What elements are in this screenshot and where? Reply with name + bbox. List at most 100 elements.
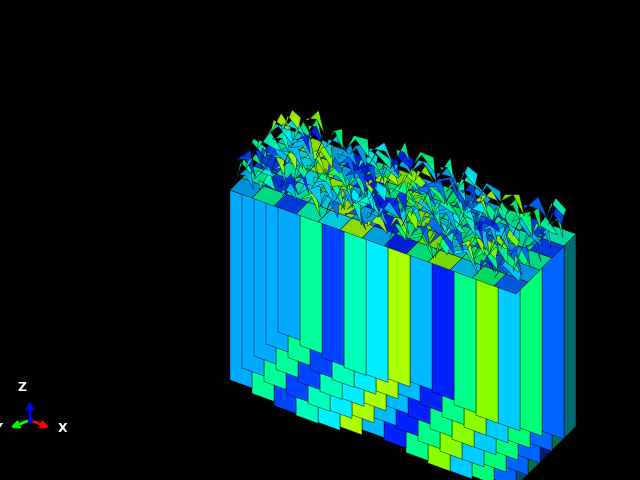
Polygon shape	[479, 223, 499, 249]
Polygon shape	[540, 258, 552, 462]
Polygon shape	[452, 226, 486, 246]
Polygon shape	[472, 266, 506, 286]
Polygon shape	[423, 179, 447, 205]
Polygon shape	[547, 198, 566, 218]
Polygon shape	[501, 229, 520, 249]
Polygon shape	[282, 180, 297, 201]
Polygon shape	[384, 246, 406, 448]
Polygon shape	[279, 142, 303, 168]
Polygon shape	[308, 190, 342, 210]
Polygon shape	[298, 170, 332, 190]
Polygon shape	[467, 201, 492, 223]
Polygon shape	[330, 198, 364, 218]
Polygon shape	[320, 178, 354, 198]
Polygon shape	[325, 200, 339, 217]
Polygon shape	[326, 157, 343, 180]
Polygon shape	[424, 205, 440, 228]
Polygon shape	[278, 130, 312, 150]
Polygon shape	[344, 166, 366, 375]
Polygon shape	[506, 274, 528, 475]
Polygon shape	[306, 110, 324, 134]
Polygon shape	[264, 174, 298, 194]
Polygon shape	[488, 226, 510, 252]
Polygon shape	[252, 186, 286, 206]
Polygon shape	[366, 162, 400, 182]
Polygon shape	[266, 142, 300, 162]
Polygon shape	[412, 193, 435, 218]
Polygon shape	[366, 174, 388, 383]
Polygon shape	[479, 212, 500, 232]
Polygon shape	[290, 139, 316, 167]
Polygon shape	[310, 158, 344, 178]
Polygon shape	[450, 258, 484, 278]
Polygon shape	[463, 228, 489, 251]
Polygon shape	[462, 258, 484, 467]
Polygon shape	[520, 230, 542, 436]
Polygon shape	[286, 182, 320, 202]
Polygon shape	[367, 212, 388, 234]
Polygon shape	[518, 250, 552, 270]
Polygon shape	[480, 190, 502, 210]
Polygon shape	[378, 200, 401, 219]
Polygon shape	[406, 178, 420, 197]
Polygon shape	[428, 250, 462, 270]
Polygon shape	[511, 246, 530, 265]
Polygon shape	[457, 216, 476, 236]
Polygon shape	[459, 166, 477, 186]
Polygon shape	[413, 152, 435, 173]
Polygon shape	[310, 170, 332, 378]
Polygon shape	[244, 154, 268, 171]
Polygon shape	[388, 170, 422, 190]
Polygon shape	[442, 218, 464, 425]
Polygon shape	[272, 130, 290, 154]
Polygon shape	[339, 154, 355, 178]
Polygon shape	[242, 166, 276, 186]
Polygon shape	[530, 238, 564, 258]
Polygon shape	[341, 189, 367, 210]
Polygon shape	[345, 205, 366, 230]
Polygon shape	[376, 182, 410, 202]
Polygon shape	[511, 212, 532, 237]
Polygon shape	[388, 208, 409, 234]
Polygon shape	[276, 162, 310, 182]
Polygon shape	[342, 186, 376, 206]
Polygon shape	[406, 254, 428, 461]
Polygon shape	[470, 222, 483, 244]
Polygon shape	[468, 237, 484, 256]
Polygon shape	[354, 174, 388, 194]
Polygon shape	[288, 162, 310, 365]
Polygon shape	[444, 217, 465, 238]
Polygon shape	[492, 210, 509, 228]
Polygon shape	[430, 218, 464, 238]
Polygon shape	[528, 207, 541, 233]
Polygon shape	[461, 180, 477, 204]
Polygon shape	[319, 189, 346, 207]
Polygon shape	[293, 170, 309, 193]
Polygon shape	[369, 143, 394, 167]
Polygon shape	[457, 173, 481, 192]
Polygon shape	[352, 218, 374, 423]
Polygon shape	[348, 199, 362, 225]
Polygon shape	[376, 194, 398, 399]
Polygon shape	[296, 130, 310, 153]
Polygon shape	[276, 174, 298, 377]
Polygon shape	[498, 210, 532, 230]
Polygon shape	[432, 186, 466, 206]
Polygon shape	[421, 216, 444, 238]
Polygon shape	[432, 197, 457, 215]
Polygon shape	[307, 158, 319, 179]
Polygon shape	[314, 169, 333, 190]
Polygon shape	[480, 253, 494, 272]
Polygon shape	[500, 223, 520, 241]
Polygon shape	[267, 123, 293, 145]
Polygon shape	[318, 210, 352, 230]
Polygon shape	[446, 188, 465, 208]
Polygon shape	[386, 214, 408, 414]
Polygon shape	[542, 226, 576, 246]
Polygon shape	[472, 278, 494, 480]
Polygon shape	[437, 165, 458, 188]
Polygon shape	[374, 214, 408, 234]
Polygon shape	[326, 133, 348, 154]
Polygon shape	[329, 129, 343, 150]
Polygon shape	[369, 182, 387, 202]
